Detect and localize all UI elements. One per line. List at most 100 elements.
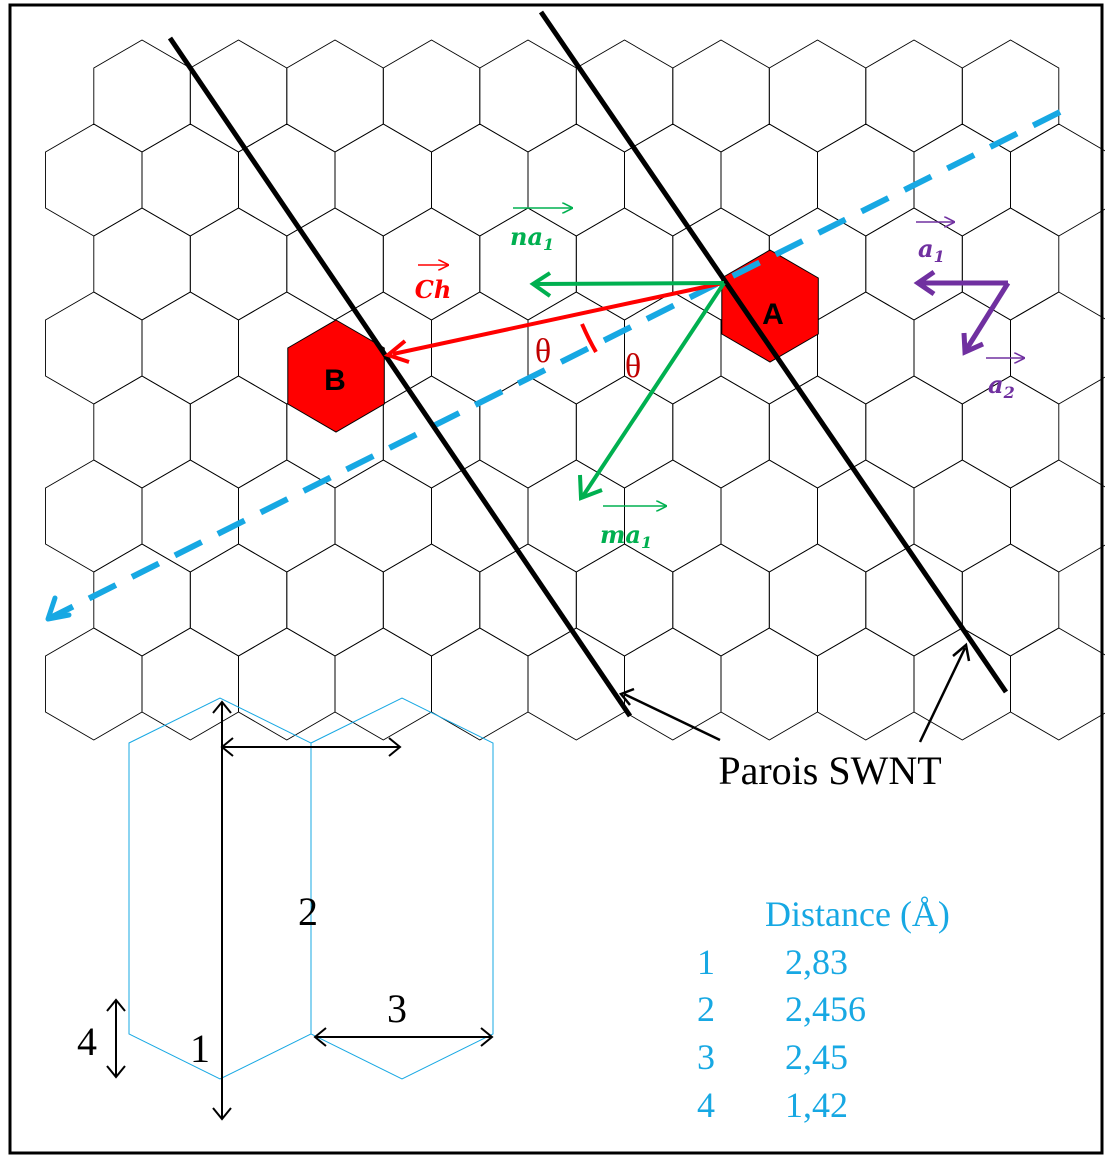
theta-arc (580, 323, 598, 354)
lattice-hexagon (865, 207, 963, 321)
lattice-hexagon (286, 207, 384, 321)
lattice-hexagon (865, 375, 963, 489)
lattice-hexagon (431, 459, 529, 573)
na1-label: na1 (510, 222, 554, 254)
lattice-hexagon (624, 459, 722, 573)
distance-table: Distance (Å) 1 2,83 2 2,456 3 2,45 4 1,4… (697, 894, 950, 1125)
lattice-hexagon (720, 459, 818, 573)
lattice-hexagon (720, 123, 818, 237)
lattice-hexagon (1010, 459, 1105, 573)
ma1-arrowhead (578, 474, 603, 501)
table-row-id: 3 (697, 1037, 715, 1077)
ma1-label: ma1 (600, 520, 652, 552)
lattice-hexagon (527, 123, 625, 237)
a2-arrowhead (961, 332, 985, 356)
lattice-hexagon (624, 123, 722, 237)
lattice-hexagon (45, 459, 143, 573)
small-hexagon-1 (128, 697, 312, 1080)
lattice-hexagon (768, 39, 867, 153)
lattice-hexagon (334, 627, 432, 741)
table-header: Distance (Å) (765, 894, 950, 934)
lattice-hexagon (768, 543, 867, 657)
lattice-hexagon (913, 459, 1011, 573)
ch-label: Ch (415, 275, 452, 304)
a2-label: a2 (988, 370, 1015, 402)
chiral-vector-arrowhead (383, 339, 410, 364)
lattice-hexagon (672, 375, 770, 489)
lattice-hexagon (382, 543, 481, 657)
lattice-hexagon (189, 207, 288, 321)
table-row-id: 1 (697, 942, 715, 982)
lattice-hexagon (527, 459, 625, 573)
lattice-hexagon (189, 543, 288, 657)
lattice-hexagon (479, 543, 577, 657)
wall-pointer-right (918, 647, 967, 743)
lattice-hexagon (382, 39, 481, 153)
dim-3-heads (313, 1027, 494, 1047)
dim-4-heads (106, 998, 126, 1079)
lattice-hexagon (624, 627, 722, 741)
wall-pointer-left (623, 692, 721, 742)
swnt-wall-right (538, 10, 1009, 694)
lattice-hexagon (431, 123, 529, 237)
small-hexagon-2 (310, 697, 494, 1080)
lattice-hexagon (334, 123, 432, 237)
table-row-value: 2,45 (785, 1037, 848, 1077)
table-row-id: 2 (697, 989, 715, 1029)
lattice-hexagon (768, 375, 867, 489)
hexagon-b-label: B (324, 364, 346, 397)
hexagon-a-label: A (762, 298, 784, 331)
lattice-hexagon (961, 207, 1060, 321)
lattice-hexagon (93, 39, 191, 153)
lattice-hexagon (1010, 627, 1105, 741)
swnt-walls-label: Parois SWNT (718, 748, 941, 793)
tube-axis-arrowhead (45, 595, 72, 622)
dim-1-label: 1 (190, 1026, 210, 1071)
lattice-hexagon (45, 123, 143, 237)
lattice-hexagon (141, 291, 239, 405)
lattice-hexagon (479, 39, 577, 153)
lattice-hexagon (1010, 123, 1105, 237)
lattice-hexagon (817, 459, 915, 573)
lattice-hexagon (334, 459, 432, 573)
a2-vector-arrow (963, 281, 1011, 352)
lattice-hexagon (45, 627, 143, 741)
na1-vector-arrow (534, 281, 725, 286)
dim-2-label: 2 (298, 889, 318, 934)
swnt-wall-left (167, 36, 633, 718)
ma1-vector-arrow (581, 281, 726, 498)
lattice-hexagon (672, 39, 770, 153)
lattice-hexagon (93, 543, 191, 657)
lattice-hexagon (1010, 291, 1105, 405)
dim-3-label: 3 (387, 986, 407, 1031)
a1-label: a1 (918, 234, 945, 266)
chiral-vector-arrow (392, 281, 724, 356)
table-row-value: 1,42 (785, 1085, 848, 1125)
theta-label-1: θ (535, 333, 551, 370)
lattice-hexagon (45, 291, 143, 405)
table-row-id: 4 (697, 1085, 715, 1125)
lattice-hexagon (817, 291, 915, 405)
lattice-hexagon (93, 375, 191, 489)
table-row-value: 2,456 (785, 989, 866, 1029)
dim-1-heads (212, 700, 232, 1121)
lattice-hexagon (141, 627, 239, 741)
theta-label-2: θ (625, 348, 641, 385)
lattice-hexagon (817, 627, 915, 741)
outer-border (8, 3, 1104, 1155)
wall-pointer-left-head (618, 687, 635, 706)
wall-pointer-right-head (952, 642, 971, 662)
lattice-hexagon (817, 123, 915, 237)
lattice-hexagon (238, 627, 336, 741)
lattice-hexagon (189, 375, 288, 489)
lattice-hexagon (672, 543, 770, 657)
lattice-hexagon (238, 459, 336, 573)
dimension-figure: 2 1 3 4 (77, 697, 494, 1121)
tube-axis-line (48, 109, 1062, 621)
lattice-hexagon (961, 543, 1060, 657)
hexagon-b (287, 319, 385, 433)
lattice-hexagon (865, 39, 963, 153)
dim-4-label: 4 (77, 1019, 97, 1064)
